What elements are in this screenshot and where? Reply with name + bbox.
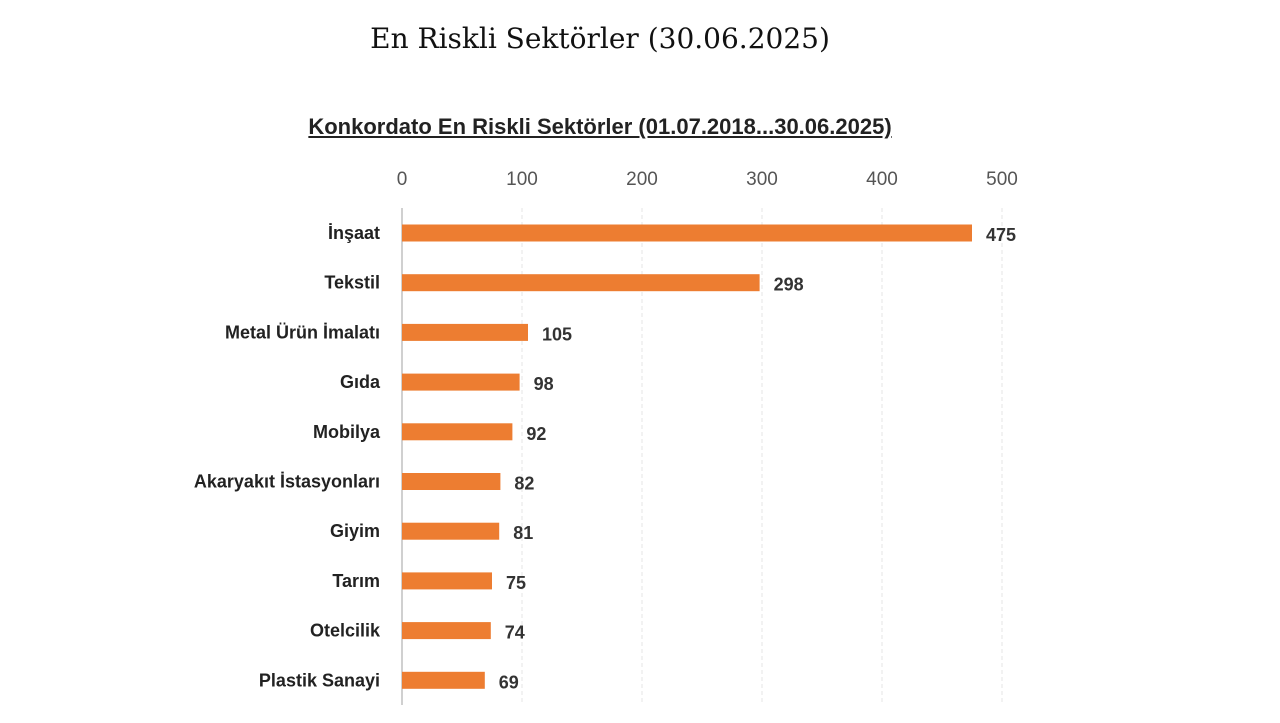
data-label: 74 — [505, 623, 525, 643]
bar — [402, 622, 491, 640]
bar — [402, 522, 500, 540]
data-label: 98 — [534, 374, 554, 394]
page-title: En Riskli Sektörler (30.06.2025) — [370, 22, 830, 55]
bar — [402, 323, 528, 341]
x-tick-label: 0 — [397, 169, 408, 190]
data-label: 75 — [506, 573, 526, 593]
x-tick-label: 500 — [986, 169, 1018, 190]
category-label: İnşaat — [328, 223, 380, 243]
category-label: Gıda — [340, 372, 381, 392]
category-label: Mobilya — [313, 422, 381, 442]
bar — [402, 473, 501, 490]
x-tick-label: 300 — [746, 169, 778, 190]
bar — [402, 373, 520, 391]
bar — [402, 423, 513, 441]
data-label: 69 — [499, 672, 519, 692]
bar — [402, 224, 972, 242]
category-label: Otelcilik — [310, 621, 381, 641]
x-tick-label: 200 — [626, 169, 658, 190]
data-label: 475 — [986, 225, 1016, 245]
bar — [402, 274, 760, 292]
category-label: Tarım — [332, 571, 380, 591]
bar — [402, 671, 485, 689]
category-label: Tekstil — [324, 273, 380, 293]
bar — [402, 572, 492, 590]
data-label: 81 — [513, 523, 533, 543]
chart-title: Konkordato En Riskli Sektörler (01.07.20… — [308, 114, 892, 139]
x-tick-label: 100 — [506, 169, 538, 190]
data-label: 82 — [514, 474, 534, 494]
x-tick-label: 400 — [866, 169, 898, 190]
category-label: Plastik Sanayi — [259, 670, 380, 690]
data-label: 105 — [542, 324, 572, 344]
data-label: 298 — [774, 275, 804, 295]
category-label: Akaryakıt İstasyonları — [194, 472, 380, 492]
category-label: Giyim — [330, 521, 380, 541]
category-label: Metal Ürün İmalatı — [225, 322, 380, 342]
data-label: 92 — [526, 424, 546, 444]
